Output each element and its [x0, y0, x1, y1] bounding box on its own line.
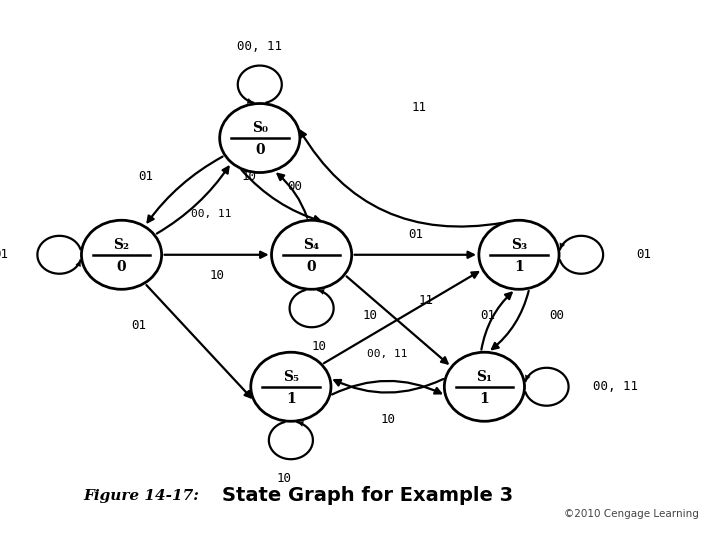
Text: 10: 10	[363, 309, 378, 322]
Text: 01: 01	[138, 170, 153, 183]
Text: 10: 10	[276, 472, 292, 485]
Text: 00, 11: 00, 11	[593, 380, 638, 393]
Text: 00, 11: 00, 11	[367, 349, 408, 359]
Text: 11: 11	[418, 294, 433, 307]
Text: State Graph for Example 3: State Graph for Example 3	[222, 487, 513, 505]
Text: S₂: S₂	[114, 238, 130, 252]
Text: 01: 01	[408, 228, 423, 241]
Text: 1: 1	[480, 392, 490, 406]
Ellipse shape	[271, 220, 351, 289]
Text: S₁: S₁	[477, 370, 492, 384]
Text: 0: 0	[307, 260, 316, 274]
Text: S₄: S₄	[304, 238, 320, 252]
Text: 10: 10	[209, 268, 224, 281]
Text: 10: 10	[242, 170, 257, 183]
Text: 01: 01	[0, 248, 8, 261]
Text: Figure 14-17:: Figure 14-17:	[84, 489, 199, 503]
Text: 0: 0	[255, 143, 264, 157]
Ellipse shape	[220, 104, 300, 173]
Text: 00, 11: 00, 11	[191, 209, 232, 219]
Text: 01: 01	[636, 248, 651, 261]
Text: ©2010 Cengage Learning: ©2010 Cengage Learning	[564, 509, 698, 519]
Ellipse shape	[81, 220, 161, 289]
Text: S₃: S₃	[511, 238, 527, 252]
Text: 01: 01	[480, 309, 495, 322]
Text: S₀: S₀	[252, 122, 268, 136]
Text: 01: 01	[131, 319, 146, 332]
Text: 11: 11	[411, 101, 426, 114]
Text: 10: 10	[311, 340, 326, 353]
Ellipse shape	[479, 220, 559, 289]
Ellipse shape	[444, 352, 524, 421]
Text: 1: 1	[514, 260, 524, 274]
Text: S₅: S₅	[283, 370, 299, 384]
Text: 00: 00	[549, 309, 564, 322]
Text: 10: 10	[380, 413, 395, 426]
Ellipse shape	[251, 352, 331, 421]
Text: 1: 1	[286, 392, 296, 406]
Text: 00: 00	[287, 180, 302, 193]
Text: 0: 0	[117, 260, 126, 274]
Text: 00, 11: 00, 11	[238, 40, 282, 53]
